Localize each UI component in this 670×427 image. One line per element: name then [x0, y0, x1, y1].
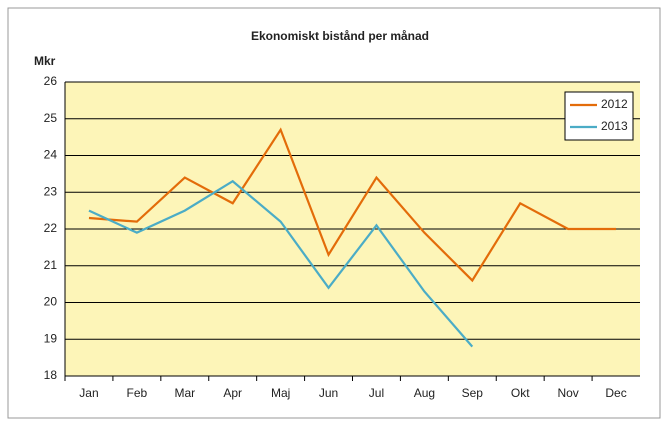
- y-tick-label: 23: [44, 184, 58, 198]
- x-tick-label: Maj: [271, 386, 290, 400]
- legend-label: 2012: [601, 97, 628, 111]
- y-tick-label: 18: [44, 368, 58, 382]
- y-tick-label: 26: [44, 74, 58, 88]
- x-tick-label: Okt: [511, 386, 530, 400]
- x-tick-label: Sep: [462, 386, 484, 400]
- x-tick-label: Jul: [369, 386, 384, 400]
- y-tick-label: 21: [44, 258, 58, 272]
- x-tick-label: Feb: [127, 386, 148, 400]
- x-tick-label: Jun: [319, 386, 338, 400]
- chart-title: Ekonomiskt bistånd per månad: [251, 29, 429, 43]
- y-tick-label: 19: [44, 331, 58, 345]
- x-tick-label: Nov: [557, 386, 578, 400]
- legend-box: [564, 91, 634, 141]
- x-tick-label: Dec: [605, 386, 626, 400]
- y-axis-label: Mkr: [34, 54, 56, 68]
- x-tick-label: Mar: [174, 386, 195, 400]
- y-tick-label: 20: [44, 295, 58, 309]
- legend-label: 2013: [601, 119, 628, 133]
- x-tick-label: Aug: [414, 386, 435, 400]
- series-line: [88, 127, 617, 283]
- y-tick-label: 22: [44, 221, 58, 235]
- y-tick-label: 25: [44, 111, 58, 125]
- x-tick-label: Apr: [223, 386, 242, 400]
- x-tick-label: Jan: [79, 386, 98, 400]
- y-tick-label: 24: [44, 148, 58, 162]
- series-line: [88, 179, 474, 348]
